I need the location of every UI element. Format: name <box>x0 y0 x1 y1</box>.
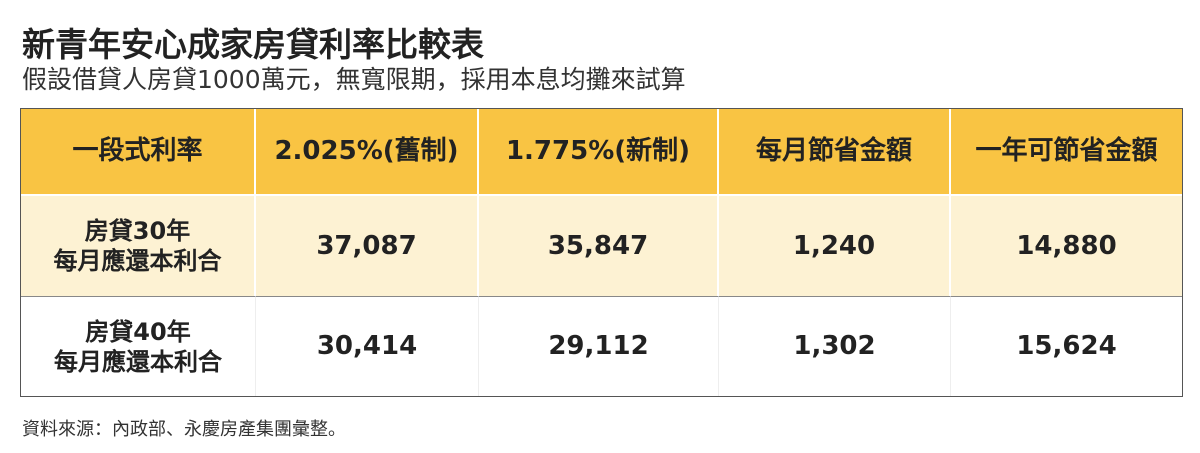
table: 一段式利率 2.025%(舊制) 1.775%(新制) 每月節省金額 一年可節省金額房貸… <box>20 108 1183 397</box>
table-cell: 14,880 <box>951 194 1182 296</box>
table-cell: 29,112 <box>479 296 719 396</box>
row-label-line: 房貸40年 <box>85 317 191 346</box>
row-label-line: 房貸30年 <box>84 217 191 245</box>
column-header: 一段式利率 <box>21 109 256 194</box>
column-header: 一年可節省金額 <box>951 109 1182 194</box>
row-label-line: 每月應還本利合 <box>54 347 222 376</box>
table-cell: 1,240 <box>719 194 951 296</box>
source-note: 資料來源：內政部、永慶房產集團彙整。 <box>22 419 346 440</box>
column-header: 1.775%(新制) <box>479 109 719 194</box>
table-cell: 15,624 <box>951 296 1182 396</box>
column-header: 2.025%(舊制) <box>256 109 479 194</box>
table-cell: 37,087 <box>256 194 479 296</box>
table-cell: 35,847 <box>479 194 719 296</box>
row-label: 房貸30年 每月應還本利合 <box>21 194 256 296</box>
column-header: 每月節省金額 <box>719 109 951 194</box>
table-cell: 1,302 <box>719 296 951 396</box>
title: 新青年安心成家房貸利率比較表 <box>22 25 484 64</box>
table-cell: 30,414 <box>256 296 479 396</box>
subtitle: 假設借貸人房貸1000萬元，無寬限期，採用本息均攤來試算 <box>22 65 686 94</box>
row-label-line: 每月應還本利合 <box>53 247 222 275</box>
row-label: 房貸40年 每月應還本利合 <box>21 296 256 396</box>
